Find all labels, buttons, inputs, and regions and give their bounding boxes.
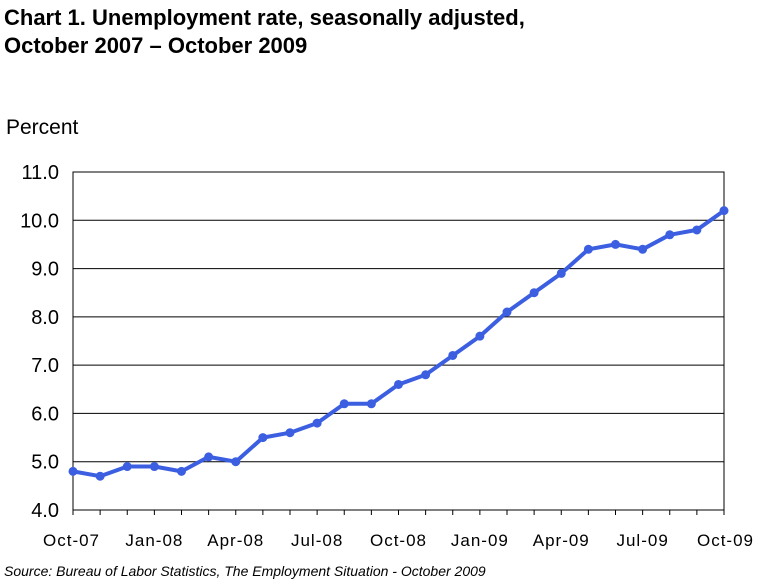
x-tick-label: Jan-09 xyxy=(451,531,509,550)
data-point xyxy=(475,331,485,341)
data-point xyxy=(611,239,620,249)
data-point xyxy=(719,206,729,216)
chart-title-line2: October 2007 – October 2009 xyxy=(4,33,308,58)
x-tick-label: Apr-09 xyxy=(533,531,590,550)
data-point xyxy=(312,418,322,428)
data-point xyxy=(421,370,431,380)
data-point xyxy=(394,379,403,389)
data-point xyxy=(448,350,458,360)
data-point xyxy=(556,268,566,278)
data-point xyxy=(68,466,78,476)
source-note: Source: Bureau of Labor Statistics, The … xyxy=(4,563,486,579)
data-point xyxy=(231,457,241,467)
y-tick-label: 6.0 xyxy=(31,403,59,425)
x-tick-label: Oct-09 xyxy=(697,531,754,550)
y-tick-label: 4.0 xyxy=(31,500,59,522)
data-point xyxy=(692,225,702,235)
y-tick-label: 10.0 xyxy=(20,210,59,232)
data-point xyxy=(366,399,376,409)
x-tick-label: Jul-08 xyxy=(291,531,343,550)
y-tick-label: 5.0 xyxy=(31,452,59,474)
y-tick-label: 8.0 xyxy=(31,307,59,329)
data-point xyxy=(665,230,675,240)
chart-title: Chart 1. Unemployment rate, seasonally a… xyxy=(4,4,525,60)
chart-title-line1: Chart 1. Unemployment rate, seasonally a… xyxy=(4,5,525,30)
data-point xyxy=(339,399,349,409)
data-point xyxy=(638,244,648,254)
data-point xyxy=(204,452,214,462)
series-line xyxy=(72,208,726,479)
data-point xyxy=(258,433,268,443)
data-point xyxy=(529,288,539,298)
x-tick-label: Oct-08 xyxy=(370,531,427,550)
data-point xyxy=(285,428,295,438)
data-point xyxy=(122,462,132,472)
line-chart: 4.0 5.0 6.0 7.0 8.0 9.0 10.0 11.0 Oct-07 Jan-08 Ap… xyxy=(20,162,754,550)
y-tick-label: 11.0 xyxy=(22,162,59,184)
y-tick-label: 9.0 xyxy=(31,259,59,281)
data-point xyxy=(149,462,159,472)
data-point xyxy=(502,307,512,317)
y-tick-label: 7.0 xyxy=(31,355,59,377)
x-tick-label: Apr-08 xyxy=(207,531,264,550)
data-point xyxy=(95,471,105,481)
data-point xyxy=(583,244,593,254)
x-tick-label: Oct-07 xyxy=(43,531,100,550)
y-axis-label: Percent xyxy=(6,116,79,139)
x-tick-label: Jan-08 xyxy=(125,531,183,550)
plot-area-border xyxy=(72,171,725,511)
data-point xyxy=(177,466,186,476)
x-tick-label: Jul-09 xyxy=(616,531,668,550)
